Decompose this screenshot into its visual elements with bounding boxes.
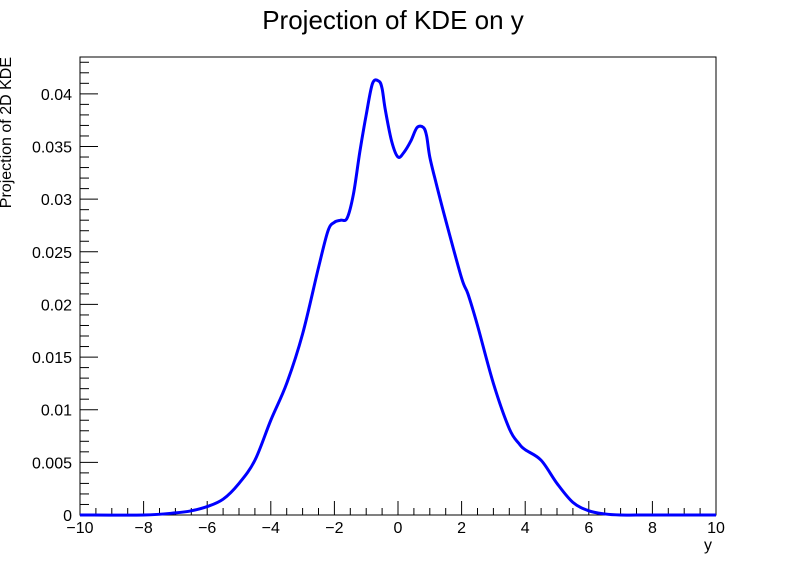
y-tick-label: 0.035 <box>32 139 72 156</box>
x-tick-label: 8 <box>648 520 657 537</box>
x-axis-label: y <box>704 537 712 554</box>
y-tick-label: 0.01 <box>41 403 72 420</box>
x-tick-label: 6 <box>584 520 593 537</box>
chart-title: Projection of KDE on y <box>262 5 524 35</box>
x-tick-label: −2 <box>325 520 343 537</box>
x-tick-label: 0 <box>394 520 403 537</box>
y-tick-label: 0.03 <box>41 192 72 209</box>
y-tick-label: 0.005 <box>32 455 72 472</box>
x-tick-label: −8 <box>134 520 152 537</box>
axis-ticks <box>79 61 717 516</box>
x-tick-label: 4 <box>521 520 530 537</box>
y-tick-label: 0.015 <box>32 350 72 367</box>
x-tick-label: −6 <box>198 520 216 537</box>
x-tick-label: 2 <box>457 520 466 537</box>
x-tick-label: 10 <box>707 520 725 537</box>
x-tick-label: −4 <box>262 520 280 537</box>
series-layer <box>79 78 716 517</box>
x-tick-label: −10 <box>66 520 93 537</box>
y-tick-label: 0.04 <box>41 87 72 104</box>
tick-labels: −10 −8 −6 −4 −2 0 2 4 6 8 10 0 0.005 0.01 0.015 0.02 0.0… <box>32 87 725 537</box>
kde-curve <box>79 78 716 517</box>
y-tick-label: 0 <box>63 508 72 525</box>
y-tick-label: 0.025 <box>32 245 72 262</box>
y-tick-label: 0.02 <box>41 297 72 314</box>
y-axis-label: Projection of 2D KDE <box>0 57 15 208</box>
plot-frame <box>79 56 717 516</box>
